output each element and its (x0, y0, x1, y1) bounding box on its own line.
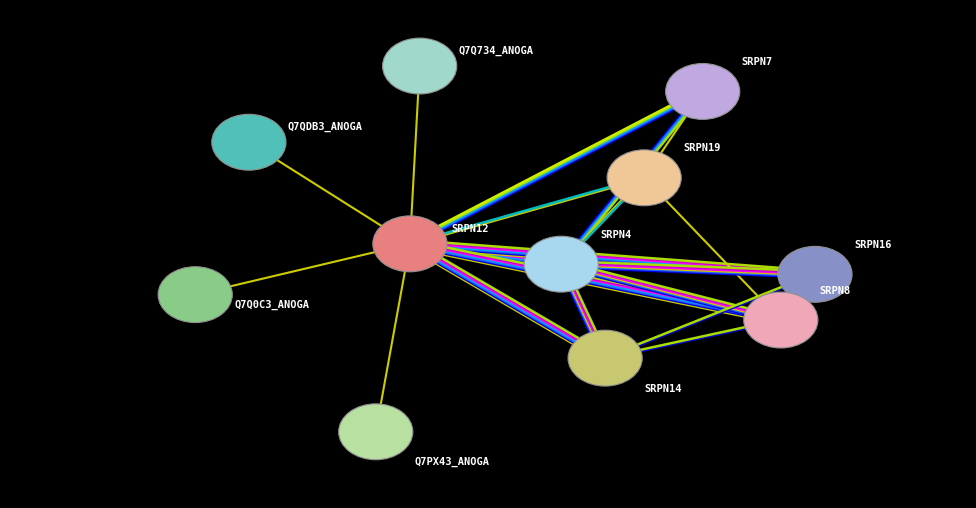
Ellipse shape (158, 267, 232, 323)
Text: SRPN8: SRPN8 (820, 285, 851, 296)
Ellipse shape (524, 236, 598, 292)
Ellipse shape (607, 150, 681, 206)
Ellipse shape (568, 330, 642, 386)
Text: SRPN19: SRPN19 (683, 143, 720, 153)
Ellipse shape (212, 114, 286, 170)
Text: SRPN16: SRPN16 (854, 240, 891, 250)
Text: Q7Q0C3_ANOGA: Q7Q0C3_ANOGA (234, 300, 309, 310)
Ellipse shape (383, 38, 457, 94)
Text: Q7PX43_ANOGA: Q7PX43_ANOGA (415, 457, 490, 467)
Text: SRPN7: SRPN7 (742, 57, 773, 67)
Ellipse shape (666, 64, 740, 119)
Ellipse shape (373, 216, 447, 272)
Ellipse shape (339, 404, 413, 460)
Text: SRPN12: SRPN12 (451, 224, 488, 234)
Text: Q7Q734_ANOGA: Q7Q734_ANOGA (459, 46, 534, 56)
Text: Q7QDB3_ANOGA: Q7QDB3_ANOGA (288, 122, 363, 132)
Ellipse shape (744, 292, 818, 348)
Text: SRPN4: SRPN4 (600, 230, 631, 240)
Text: SRPN14: SRPN14 (644, 384, 681, 394)
Ellipse shape (778, 246, 852, 302)
